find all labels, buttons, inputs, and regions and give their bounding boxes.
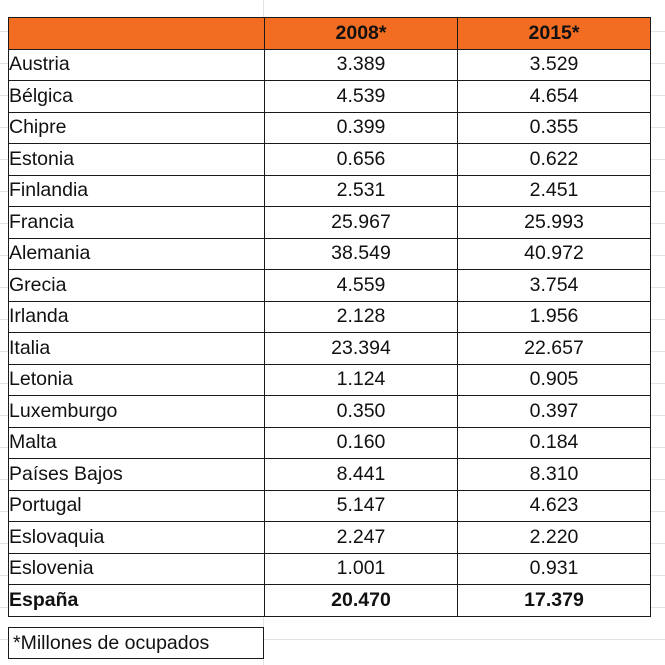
header-cell-country[interactable]: [8, 17, 265, 50]
table-row: Países Bajos 8.441 8.310: [8, 458, 651, 491]
country-cell[interactable]: Italia: [8, 332, 265, 365]
value-2015-cell[interactable]: 0.905: [457, 363, 651, 396]
employment-table: 2008* 2015* Austria 3.389 3.529 Bélgica 4.53…: [8, 17, 651, 617]
value-2015-cell[interactable]: 4.654: [457, 80, 651, 113]
table-row: Malta 0.160 0.184: [8, 426, 651, 459]
country-cell[interactable]: Finlandia: [8, 174, 265, 207]
value-2015-cell[interactable]: 0.184: [457, 426, 651, 459]
table-row: Eslovaquia 2.247 2.220: [8, 521, 651, 554]
country-cell[interactable]: Eslovenia: [8, 552, 265, 585]
table-row: Eslovenia 1.001 0.931: [8, 552, 651, 585]
total-country-cell[interactable]: España: [8, 584, 265, 617]
total-2015-cell[interactable]: 17.379: [457, 584, 651, 617]
footnote[interactable]: *Millones de ocupados: [8, 627, 264, 659]
value-2008-cell[interactable]: 0.656: [264, 143, 458, 176]
value-2008-cell[interactable]: 1.124: [264, 363, 458, 396]
value-2015-cell[interactable]: 4.623: [457, 489, 651, 522]
value-2015-cell[interactable]: 1.956: [457, 300, 651, 333]
country-cell[interactable]: Eslovaquia: [8, 521, 265, 554]
country-cell[interactable]: Austria: [8, 48, 265, 81]
value-2015-cell[interactable]: 3.754: [457, 269, 651, 302]
value-2008-cell[interactable]: 23.394: [264, 332, 458, 365]
table-row: Finlandia 2.531 2.451: [8, 174, 651, 207]
value-2008-cell[interactable]: 8.441: [264, 458, 458, 491]
value-2015-cell[interactable]: 3.529: [457, 48, 651, 81]
value-2015-cell[interactable]: 0.622: [457, 143, 651, 176]
value-2015-cell[interactable]: 40.972: [457, 237, 651, 270]
value-2008-cell[interactable]: 4.559: [264, 269, 458, 302]
table-row: Francia 25.967 25.993: [8, 206, 651, 239]
value-2008-cell[interactable]: 1.001: [264, 552, 458, 585]
table-row: Irlanda 2.128 1.956: [8, 300, 651, 333]
header-cell-2015[interactable]: 2015*: [457, 17, 651, 50]
value-2015-cell[interactable]: 2.451: [457, 174, 651, 207]
value-2008-cell[interactable]: 2.531: [264, 174, 458, 207]
total-row: España 20.470 17.379: [8, 584, 651, 617]
country-cell[interactable]: Bélgica: [8, 80, 265, 113]
country-cell[interactable]: Chipre: [8, 111, 265, 144]
country-cell[interactable]: Países Bajos: [8, 458, 265, 491]
country-cell[interactable]: Estonia: [8, 143, 265, 176]
country-cell[interactable]: Portugal: [8, 489, 265, 522]
value-2008-cell[interactable]: 0.399: [264, 111, 458, 144]
table-row: Portugal 5.147 4.623: [8, 489, 651, 522]
table-row: Austria 3.389 3.529: [8, 48, 651, 81]
table-row: Chipre 0.399 0.355: [8, 111, 651, 144]
table-row: Italia 23.394 22.657: [8, 332, 651, 365]
table-body: Austria 3.389 3.529 Bélgica 4.539 4.654 Chipre…: [8, 48, 651, 617]
value-2008-cell[interactable]: 0.350: [264, 395, 458, 428]
value-2008-cell[interactable]: 38.549: [264, 237, 458, 270]
country-cell[interactable]: Irlanda: [8, 300, 265, 333]
total-2008-cell[interactable]: 20.470: [264, 584, 458, 617]
value-2008-cell[interactable]: 3.389: [264, 48, 458, 81]
country-cell[interactable]: Alemania: [8, 237, 265, 270]
table-row: Bélgica 4.539 4.654: [8, 80, 651, 113]
table-row: Estonia 0.656 0.622: [8, 143, 651, 176]
country-cell[interactable]: Luxemburgo: [8, 395, 265, 428]
value-2008-cell[interactable]: 25.967: [264, 206, 458, 239]
header-cell-2008[interactable]: 2008*: [264, 17, 458, 50]
value-2008-cell[interactable]: 2.128: [264, 300, 458, 333]
country-cell[interactable]: Letonia: [8, 363, 265, 396]
value-2008-cell[interactable]: 4.539: [264, 80, 458, 113]
value-2008-cell[interactable]: 0.160: [264, 426, 458, 459]
value-2015-cell[interactable]: 0.397: [457, 395, 651, 428]
value-2015-cell[interactable]: 0.355: [457, 111, 651, 144]
value-2008-cell[interactable]: 2.247: [264, 521, 458, 554]
table-row: Luxemburgo 0.350 0.397: [8, 395, 651, 428]
value-2015-cell[interactable]: 2.220: [457, 521, 651, 554]
value-2015-cell[interactable]: 25.993: [457, 206, 651, 239]
value-2015-cell[interactable]: 8.310: [457, 458, 651, 491]
country-cell[interactable]: Malta: [8, 426, 265, 459]
country-cell[interactable]: Grecia: [8, 269, 265, 302]
value-2015-cell[interactable]: 0.931: [457, 552, 651, 585]
country-cell[interactable]: Francia: [8, 206, 265, 239]
table-row: Alemania 38.549 40.972: [8, 237, 651, 270]
table-row: Grecia 4.559 3.754: [8, 269, 651, 302]
table-row: Letonia 1.124 0.905: [8, 363, 651, 396]
value-2015-cell[interactable]: 22.657: [457, 332, 651, 365]
header-row: 2008* 2015*: [8, 17, 651, 50]
value-2008-cell[interactable]: 5.147: [264, 489, 458, 522]
